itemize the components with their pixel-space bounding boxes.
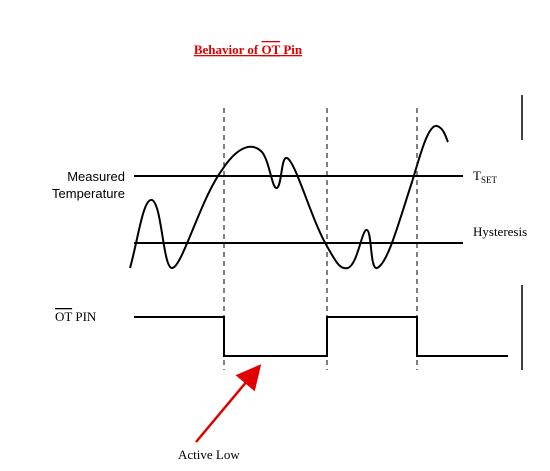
temperature-label: Temperature	[52, 186, 125, 201]
ot-overlined: OT	[55, 309, 72, 324]
title-text: Pin	[280, 42, 303, 57]
title: Behavior of OT Pin	[194, 42, 303, 57]
hysteresis-label: Hysteresis	[473, 224, 527, 239]
ot-pin-text: PIN	[72, 309, 97, 324]
ot-waveform	[134, 316, 508, 357]
tset-main: T	[473, 168, 481, 183]
title-text: Behavior of	[194, 42, 262, 57]
title-overlined: OT	[262, 42, 281, 57]
measured-label: Measured	[67, 169, 125, 184]
tset-label: TSET	[473, 168, 497, 185]
arrow	[195, 364, 262, 443]
active-low-label: Active Low	[178, 447, 240, 462]
temperature-curve	[129, 125, 449, 270]
ot-pin-label: OT PIN	[55, 309, 97, 324]
tset-sub: SET	[481, 175, 498, 185]
